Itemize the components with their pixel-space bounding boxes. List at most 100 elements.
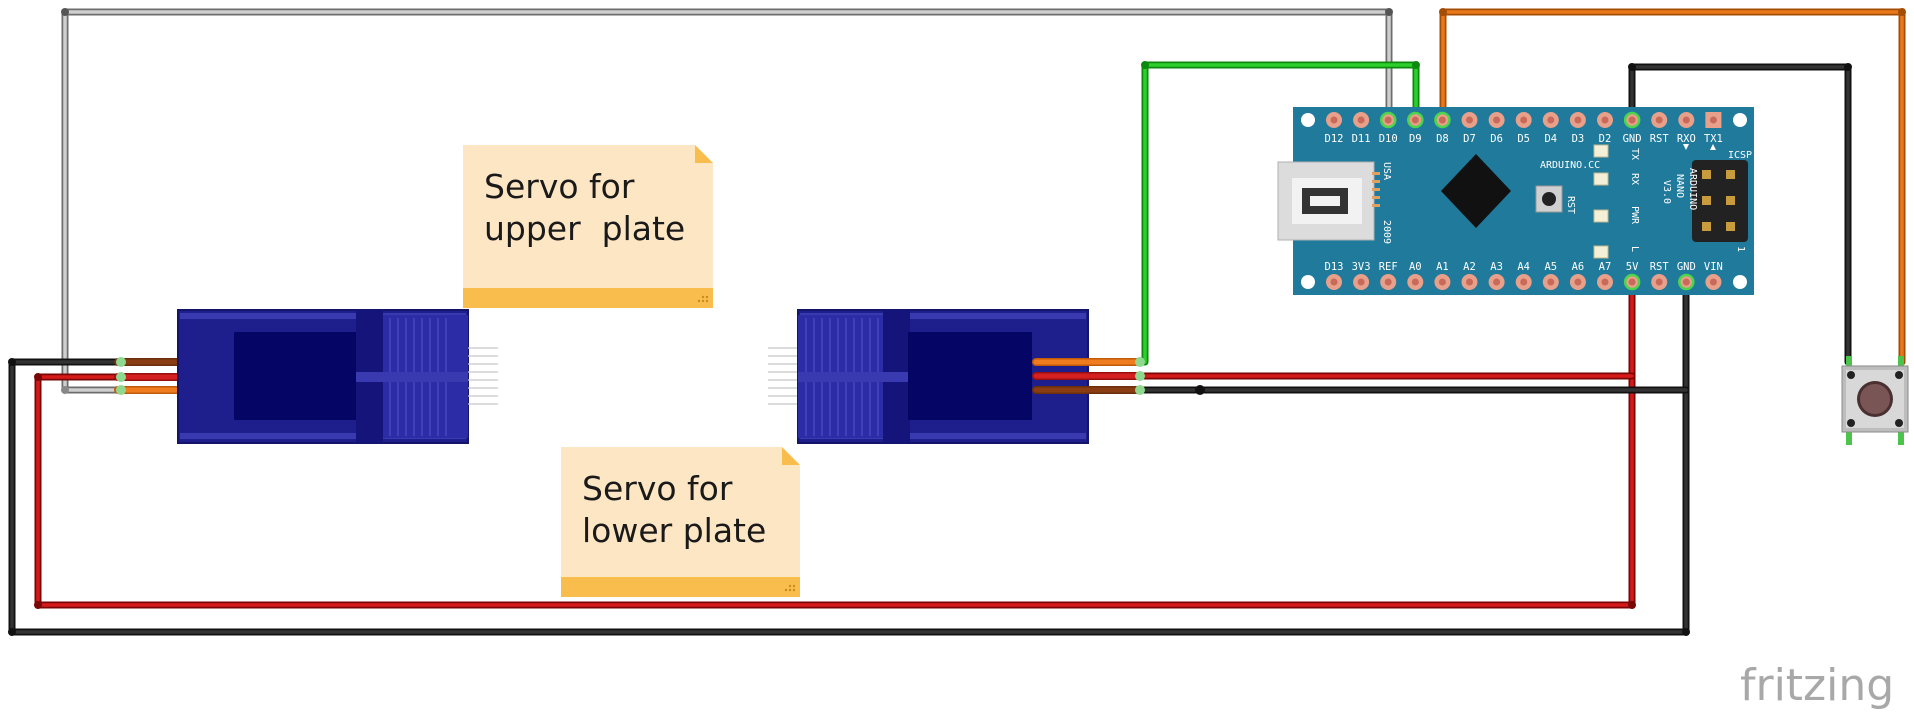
top-label-gnd: GND: [1623, 133, 1642, 145]
bottom-hole-a7: [1601, 278, 1609, 286]
bottom-pin-a6[interactable]: A6: [1569, 261, 1586, 290]
top-pin-d3[interactable]: D3: [1569, 112, 1586, 145]
top-label-d5: D5: [1517, 133, 1530, 145]
bottom-pin-3v3[interactable]: 3V3: [1352, 261, 1371, 290]
board-label-icsp: ICSP: [1728, 150, 1752, 161]
top-hole-d3: [1574, 116, 1582, 124]
header-top-pins: D12 D11 D10 D9 D8 D7 D6 D5 D4 D3 D2 GND RST RXO TX1: [1325, 111, 1723, 145]
board-model-line3: V3.0: [1661, 180, 1672, 204]
usb-mini-connector: [1277, 161, 1375, 241]
servo-upper-horn: [468, 347, 498, 405]
bottom-label-5v: 5V: [1626, 261, 1639, 273]
servo-lower-horn: [768, 347, 798, 405]
top-pin-d5[interactable]: D5: [1515, 112, 1532, 145]
top-pin-gnd[interactable]: GND: [1623, 111, 1642, 145]
note-upper-line1: Servo for: [484, 167, 635, 206]
led-label-l: L: [1629, 246, 1640, 252]
bottom-connected-ring: [1623, 273, 1641, 291]
arduino-nano[interactable]: ARDUINO.CC ICSP USA 2009 RST TX RX PWR L…: [1277, 107, 1754, 295]
note-lower-line1: Servo for: [582, 469, 733, 508]
top-hole-d7: [1466, 116, 1473, 124]
bottom-pin-d13[interactable]: D13: [1325, 261, 1344, 290]
bottom-pin-a2[interactable]: A2: [1461, 261, 1478, 290]
board-label-one: 1: [1735, 246, 1746, 252]
top-connected-ring: [1434, 111, 1451, 129]
bottom-label-ref: REF: [1379, 261, 1398, 273]
fritzing-watermark: fritzing: [1740, 660, 1894, 711]
top-pin-d10[interactable]: D10: [1379, 111, 1398, 145]
top-hole-d8: [1438, 116, 1446, 124]
top-pin-d11[interactable]: D11: [1352, 112, 1371, 145]
bottom-connected-ring: [1678, 273, 1695, 291]
servo-upper[interactable]: [114, 309, 498, 444]
led-label-rx: RX: [1629, 173, 1640, 185]
wire-black-gnd-button[interactable]: [1628, 63, 1852, 366]
servo-lower[interactable]: [768, 309, 1145, 444]
top-hole-d12: [1330, 116, 1338, 124]
wire-orange-d8[interactable]: [1439, 8, 1906, 366]
top-hole-tx1: [1709, 116, 1717, 124]
top-connected-ring: [1407, 111, 1424, 129]
bottom-pin-gnd[interactable]: GND: [1677, 261, 1696, 291]
reset-button[interactable]: [1535, 185, 1563, 213]
bottom-hole-a4: [1520, 278, 1528, 286]
bottom-label-a3: A3: [1490, 261, 1503, 273]
bottom-label-3v3: 3V3: [1352, 261, 1371, 273]
bottom-pin-vin[interactable]: VIN: [1704, 261, 1723, 290]
bottom-hole-a0: [1411, 278, 1419, 286]
top-pin-d7[interactable]: D7: [1461, 112, 1478, 145]
top-pin-d4[interactable]: D4: [1542, 112, 1559, 145]
bottom-pin-rst[interactable]: RST: [1650, 261, 1670, 290]
bottom-label-gnd: GND: [1677, 261, 1696, 273]
top-pin-d8[interactable]: D8: [1434, 111, 1451, 145]
bottom-hole-a1: [1438, 278, 1446, 286]
top-label-d8: D8: [1436, 133, 1449, 145]
bottom-hole-a3: [1493, 278, 1501, 286]
bottom-pin-ref[interactable]: REF: [1379, 261, 1398, 290]
top-hole-d2: [1601, 116, 1609, 124]
bottom-hole-ref: [1384, 278, 1392, 286]
top-label-d11: D11: [1352, 133, 1371, 145]
top-pin-d2[interactable]: D2: [1597, 112, 1613, 145]
bottom-pin-a0[interactable]: A0: [1407, 261, 1424, 290]
top-pin-rxo[interactable]: RXO: [1677, 112, 1696, 145]
status-leds: [1593, 144, 1609, 259]
bottom-label-a5: A5: [1544, 261, 1557, 273]
bottom-pin-a7[interactable]: A7: [1597, 261, 1613, 290]
top-pin-tx1[interactable]: TX1: [1704, 112, 1723, 145]
push-button[interactable]: [1841, 356, 1909, 445]
wire-bendpoints: [8, 8, 1906, 636]
bottom-hole-d13: [1330, 278, 1338, 286]
top-label-d4: D4: [1544, 133, 1557, 145]
top-hole-d9: [1411, 116, 1419, 124]
bottom-pin-a1[interactable]: A1: [1434, 261, 1451, 290]
bottom-pin-a3[interactable]: A3: [1488, 261, 1505, 290]
bottom-label-rst: RST: [1650, 261, 1670, 273]
bottom-label-a2: A2: [1463, 261, 1476, 273]
bottom-pin-a4[interactable]: A4: [1515, 261, 1532, 290]
top-label-rst: RST: [1650, 133, 1670, 145]
top-hole-d6: [1493, 116, 1501, 124]
top-pin-d6[interactable]: D6: [1488, 112, 1505, 145]
bottom-hole-rst: [1655, 278, 1663, 286]
bottom-pin-a5[interactable]: A5: [1542, 261, 1559, 290]
board-label-year: 2009: [1381, 220, 1392, 244]
top-label-d6: D6: [1490, 133, 1503, 145]
top-pin-rst[interactable]: RST: [1650, 112, 1670, 145]
top-label-d10: D10: [1379, 133, 1398, 145]
top-pin-d12[interactable]: D12: [1325, 112, 1344, 145]
note-lower-plate[interactable]: Servo for lower plate: [561, 447, 800, 597]
top-pin-d9[interactable]: D9: [1407, 111, 1424, 145]
bottom-hole-5v: [1628, 278, 1636, 286]
top-hole-gnd: [1628, 116, 1636, 124]
top-hole-d11: [1357, 116, 1365, 124]
note-upper-plate[interactable]: Servo for upper plate: [463, 145, 713, 308]
top-hole-d5: [1520, 116, 1528, 124]
led-label-pwr: PWR: [1629, 206, 1640, 225]
bottom-label-a1: A1: [1436, 261, 1449, 273]
top-label-d9: D9: [1409, 133, 1422, 145]
top-hole-d4: [1547, 116, 1555, 124]
top-label-rxo: RXO: [1677, 133, 1696, 145]
bottom-pin-5v[interactable]: 5V: [1623, 261, 1641, 291]
top-connected-ring: [1379, 111, 1397, 129]
